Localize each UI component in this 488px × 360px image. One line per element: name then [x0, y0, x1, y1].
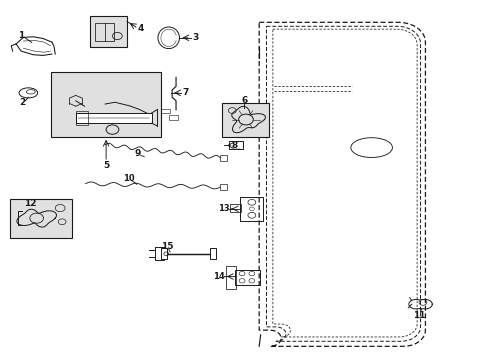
Text: 6: 6 — [241, 95, 247, 104]
Text: 2: 2 — [20, 99, 25, 108]
Bar — [95, 23, 114, 41]
Bar — [161, 248, 166, 259]
Text: 15: 15 — [161, 242, 173, 251]
Text: 11: 11 — [412, 311, 425, 320]
Text: 14: 14 — [213, 272, 224, 281]
Text: 5: 5 — [103, 161, 109, 170]
Bar — [90, 16, 127, 47]
Bar — [51, 72, 161, 137]
Bar — [234, 270, 260, 285]
Bar — [10, 199, 72, 238]
Bar — [76, 111, 88, 125]
Bar — [168, 115, 177, 120]
Bar — [209, 248, 215, 259]
Text: 9: 9 — [134, 149, 141, 158]
Bar — [225, 266, 235, 289]
Text: 4: 4 — [137, 24, 143, 33]
Bar — [229, 204, 240, 212]
Text: 13: 13 — [218, 204, 229, 213]
Text: 10: 10 — [122, 174, 134, 183]
Bar — [228, 141, 242, 149]
Bar — [239, 197, 263, 221]
Bar — [161, 109, 170, 113]
Bar — [220, 184, 227, 190]
Text: 8: 8 — [231, 141, 237, 150]
Bar — [220, 155, 227, 161]
Text: 7: 7 — [182, 88, 189, 97]
Bar — [76, 113, 151, 123]
Text: 1: 1 — [18, 31, 24, 40]
Text: 3: 3 — [192, 33, 198, 42]
Text: 12: 12 — [24, 199, 37, 208]
Bar — [222, 103, 268, 137]
